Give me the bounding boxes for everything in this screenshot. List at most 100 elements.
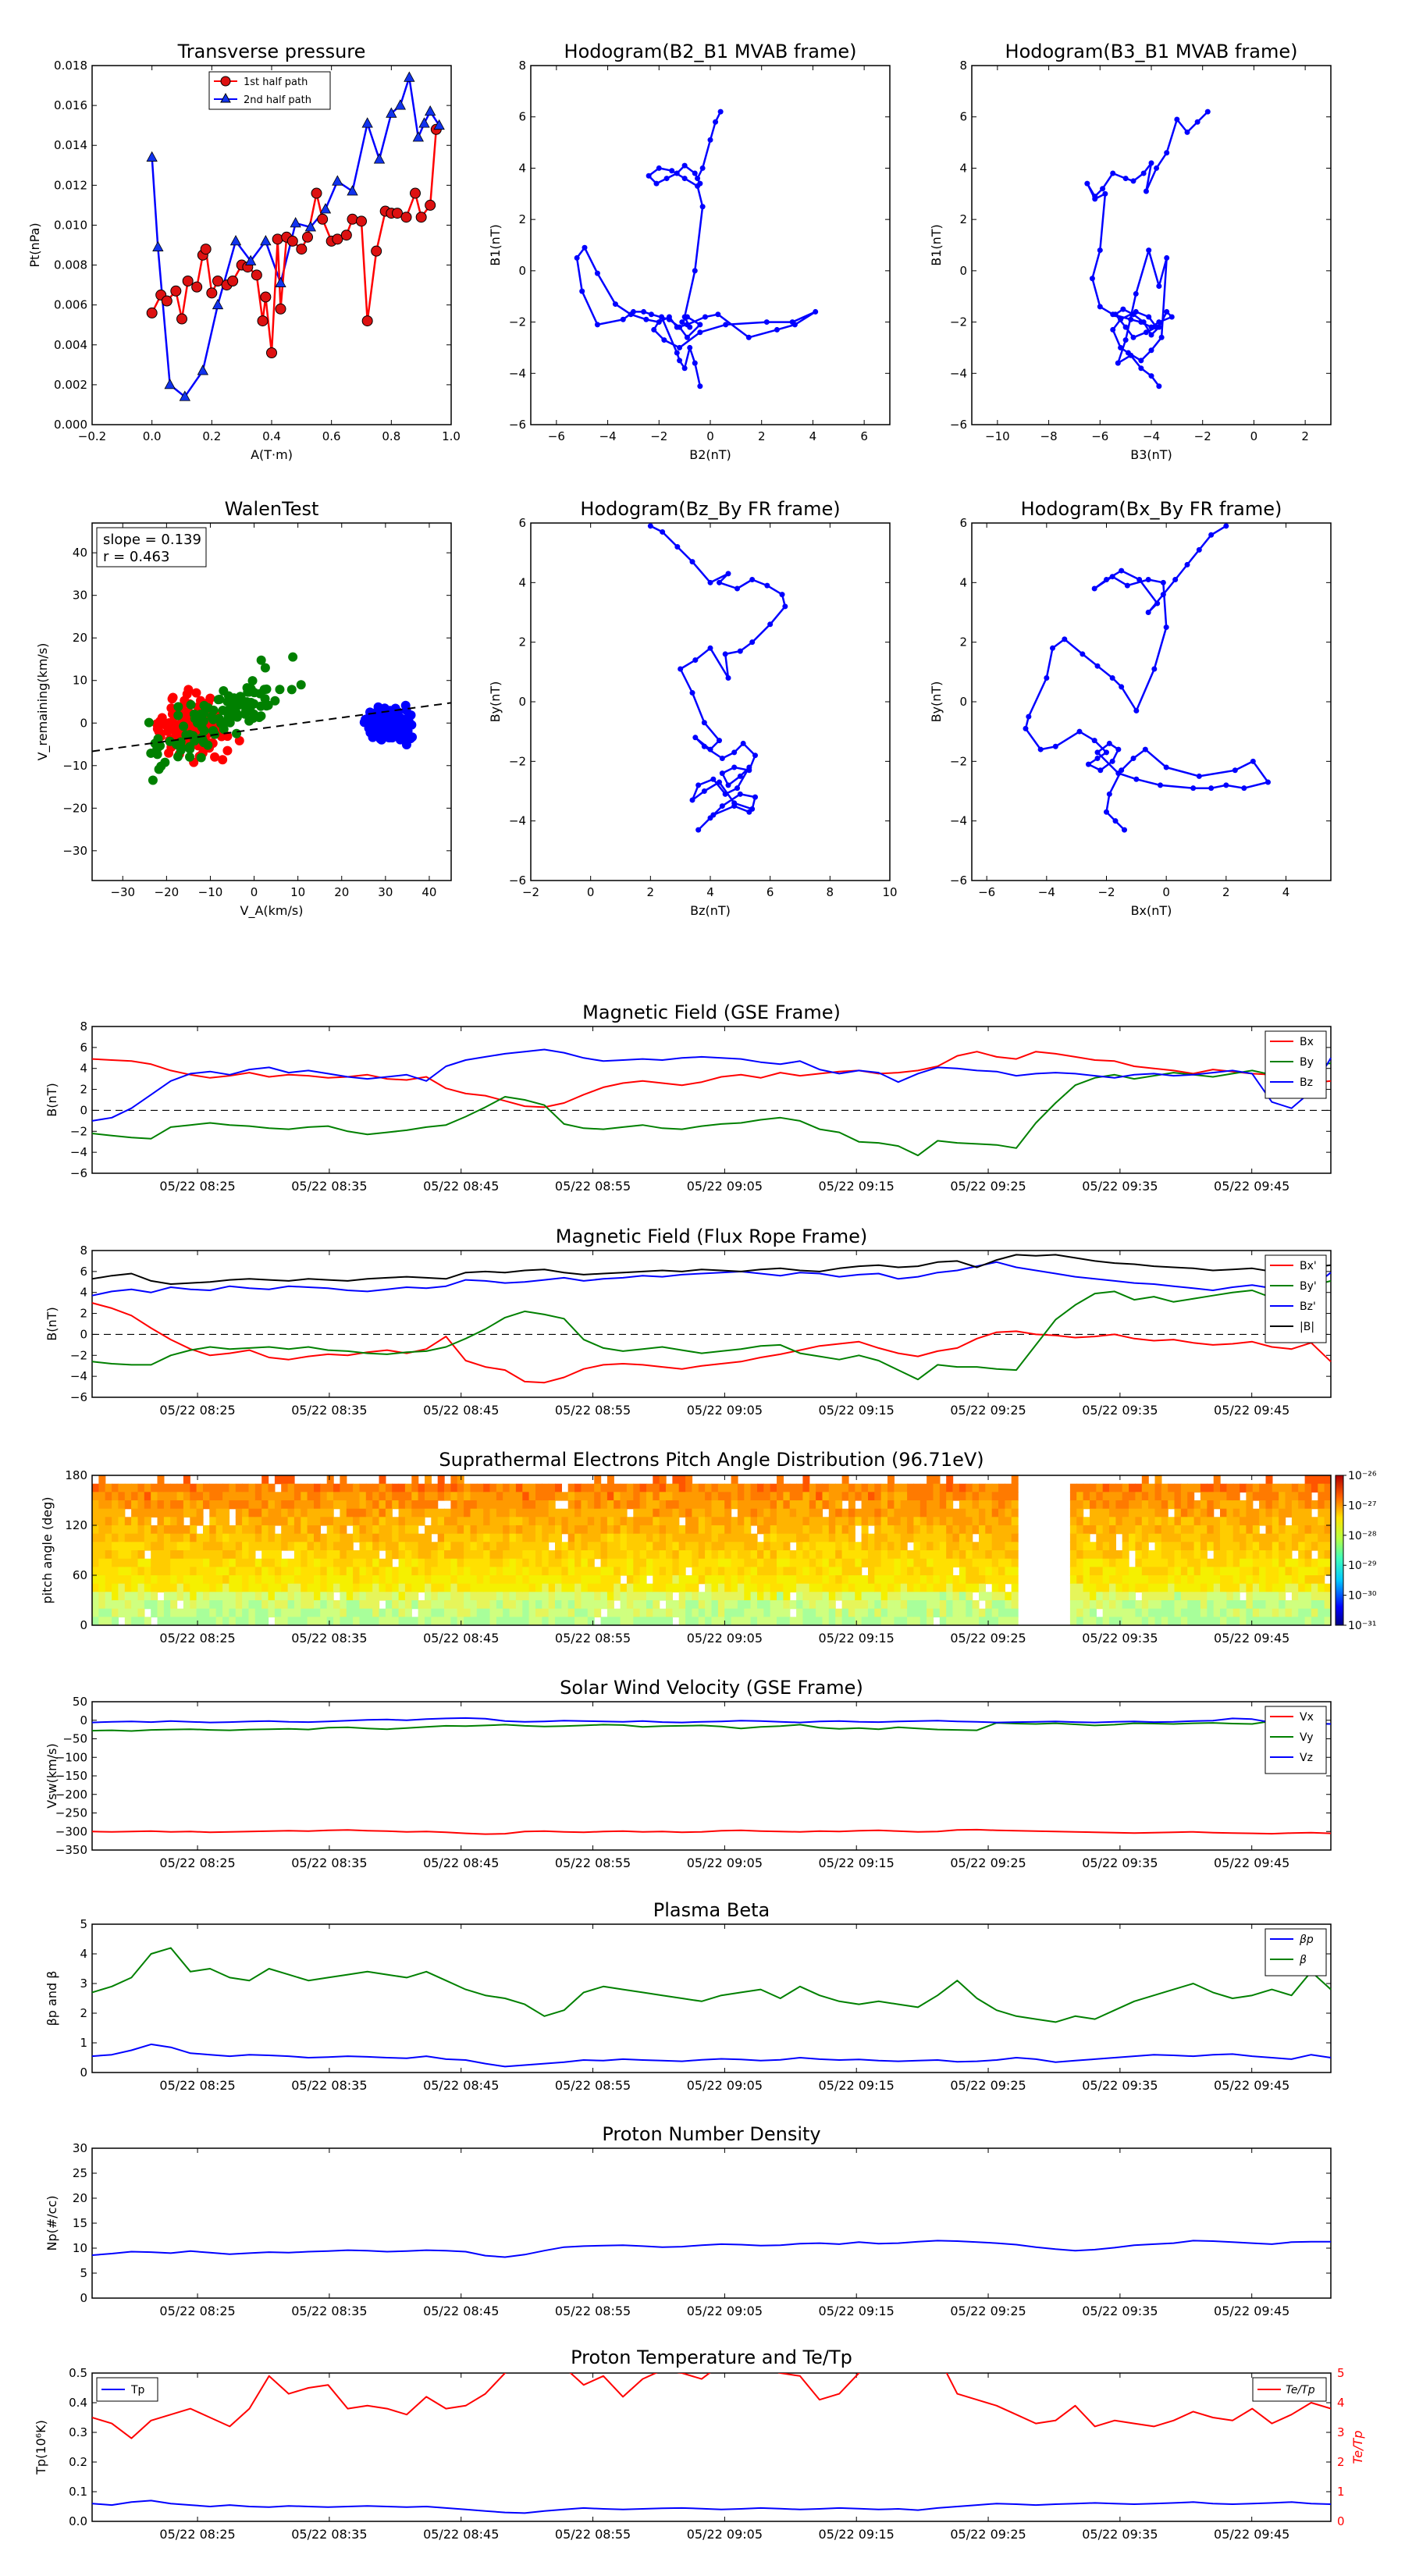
pad-cell [1148,1583,1156,1592]
pad-cell [913,1500,921,1510]
pad-cell [959,1525,966,1535]
pad-cell [1076,1525,1084,1535]
pad-cell [1090,1617,1097,1625]
pad-cell [653,1508,660,1517]
pad-cell [301,1617,308,1625]
pad-cell [398,1617,406,1625]
pad-cell [952,1558,960,1567]
pad-cell [809,1508,816,1517]
pad-cell [1193,1600,1201,1610]
pad-cell [567,1558,575,1567]
h2-point [1156,283,1162,290]
pad-cell [1135,1483,1143,1493]
pad-cell [379,1583,386,1592]
h4-point [1091,738,1097,744]
pad-cell [900,1500,908,1510]
h1-point [763,319,770,326]
pad-cell [861,1617,869,1625]
h1-point [677,344,683,350]
pad-cell [1102,1525,1110,1535]
pad-cell [229,1542,237,1551]
pad-cell [1193,1617,1201,1625]
pad-cell [1311,1542,1318,1551]
h4-xtick-label: 4 [1282,885,1290,899]
pad-cell [124,1592,132,1601]
pad-cell [398,1608,406,1617]
pad-cell [170,1483,178,1493]
pad-cell [959,1600,966,1610]
pad-cell [196,1517,204,1526]
pad-cell [301,1517,308,1526]
pad-colorbar-label: 10⁻²⁷ [1348,1500,1376,1512]
pad-cell [802,1508,810,1517]
pad-cell [594,1600,602,1610]
h3-point [701,720,707,726]
pad-cell [163,1525,171,1535]
pad-cell [1161,1550,1168,1560]
pad-cell [1291,1592,1299,1601]
pad-cell [509,1558,517,1567]
pad-cell [606,1575,614,1585]
pad-cell [777,1525,784,1535]
pad-cell [711,1533,719,1542]
pad-cell [966,1525,973,1535]
np-ytick-label: 0 [80,2291,87,2305]
h4-xlabel: Bx(nT) [1131,903,1172,918]
pad-cell [183,1617,190,1625]
walen-point-red [160,720,170,730]
pad-cell [913,1542,921,1551]
pad-cell [1109,1575,1116,1585]
pad-cell [614,1583,621,1592]
pad-cell [855,1483,863,1493]
pad-cell [606,1600,614,1610]
pad-cell [594,1492,602,1501]
h4-point [1115,746,1122,753]
h2-ylabel: B1(nT) [929,224,944,266]
h1-point [723,322,729,328]
pad-cell [1154,1608,1162,1617]
pad-cell [131,1617,139,1625]
pad-cell [874,1542,882,1551]
pad-cell [1272,1542,1279,1551]
pad-cell [763,1583,771,1592]
pad-cell [105,1525,112,1535]
pad-cell [515,1525,523,1535]
pad-cell [822,1550,830,1560]
bgse-series-2 [91,1048,1332,1122]
pad-cell [170,1592,178,1601]
pad-cell [594,1525,602,1535]
pad-cell [404,1608,412,1617]
pad-cell [464,1592,471,1601]
pad-cell [933,1575,941,1585]
h3-ytick-label: 6 [518,516,526,530]
bfr-series-1 [91,1279,1332,1381]
pad-cell [1265,1550,1273,1560]
pad-cell [1226,1533,1234,1542]
pad-cell [959,1558,966,1567]
pad-cell [333,1542,340,1551]
pad-cell [933,1600,941,1610]
pad-cell [151,1525,158,1535]
pad-cell [190,1550,197,1560]
pad-cell [1083,1583,1090,1592]
pad-cell [1207,1608,1215,1617]
pad-cell [235,1483,243,1493]
pad-cell [802,1483,810,1493]
beta-xtick-label: 05/22 09:05 [687,2078,763,2093]
pad-cell [124,1608,132,1617]
pt-legend-label-2nd: 2nd half path [244,94,311,106]
pad-cell [1076,1617,1084,1625]
pad-cell [1141,1617,1149,1625]
pad-cell [1096,1567,1104,1576]
pad-cell [796,1542,804,1551]
pad-cell [307,1575,315,1585]
pad-cell [939,1492,947,1501]
pad-cell [567,1575,575,1585]
pad-cell [666,1600,673,1610]
pad-cell [229,1550,237,1560]
pad-cell [816,1592,823,1601]
pad-cell [1213,1492,1221,1501]
pad-cell [418,1517,425,1526]
pad-cell [281,1475,289,1485]
pad-cell [431,1600,439,1610]
